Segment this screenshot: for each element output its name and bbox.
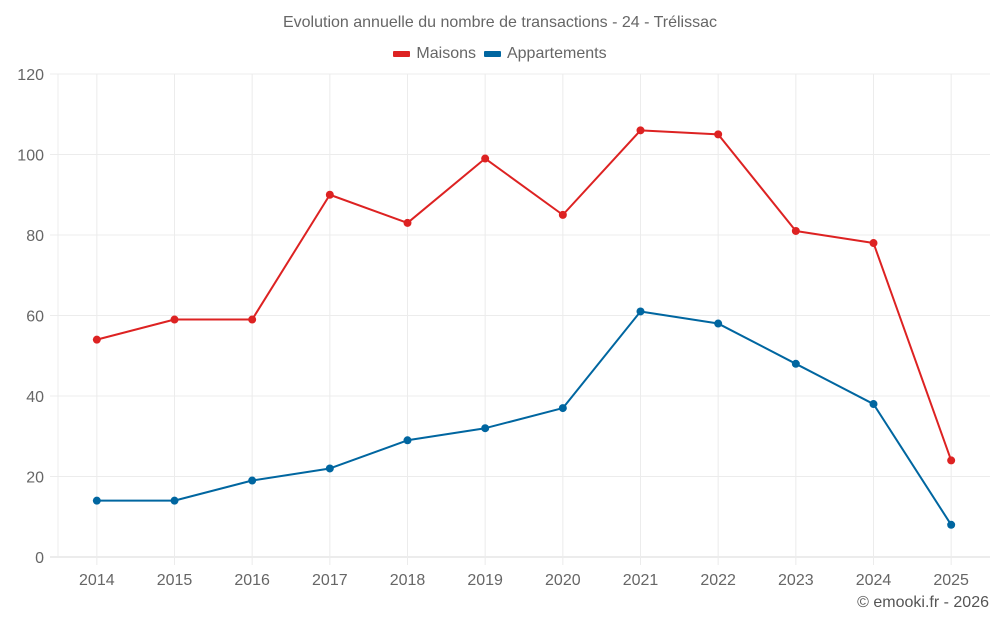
y-tick-label: 100 — [17, 148, 44, 165]
credit-text: © emooki.fr - 2026 — [857, 594, 989, 611]
legend-label-maisons: Maisons — [416, 45, 476, 62]
data-point-maisons — [325, 190, 334, 199]
y-tick-label: 120 — [17, 67, 44, 84]
x-tick-label: 2016 — [234, 572, 270, 589]
data-point-maisons — [170, 315, 179, 324]
x-tick-label: 2023 — [778, 572, 814, 589]
data-point-appartements — [248, 476, 257, 485]
data-point-appartements — [403, 436, 412, 445]
data-point-maisons — [558, 210, 567, 219]
x-tick-label: 2017 — [312, 572, 348, 589]
data-point-maisons — [403, 218, 412, 227]
y-tick-label: 40 — [26, 389, 44, 406]
data-point-maisons — [92, 335, 101, 344]
data-point-maisons — [636, 126, 645, 135]
data-point-maisons — [481, 154, 490, 163]
legend-swatch-maisons — [393, 51, 411, 57]
data-point-appartements — [92, 496, 101, 505]
legend-label-appartements: Appartements — [506, 45, 607, 62]
x-tick-label: 2020 — [545, 572, 581, 589]
chart-title: Evolution annuelle du nombre de transact… — [282, 14, 717, 31]
data-point-appartements — [791, 359, 800, 368]
x-tick-label: 2024 — [856, 572, 892, 589]
x-tick-label: 2025 — [933, 572, 969, 589]
x-tick-label: 2014 — [79, 572, 115, 589]
x-tick-label: 2021 — [623, 572, 659, 589]
x-tick-label: 2019 — [467, 572, 503, 589]
legend-item-maisons[interactable]: Maisons — [393, 45, 476, 63]
data-point-appartements — [636, 307, 645, 316]
data-point-appartements — [869, 400, 878, 409]
data-point-maisons — [791, 226, 800, 235]
data-point-maisons — [869, 239, 878, 248]
x-tick-label: 2018 — [390, 572, 426, 589]
series-line-maisons — [96, 129, 953, 461]
data-point-appartements — [558, 404, 567, 413]
data-point-maisons — [947, 456, 956, 465]
x-tick-label: 2022 — [700, 572, 736, 589]
data-point-appartements — [481, 424, 490, 433]
legend-swatch-appartements — [483, 51, 501, 57]
data-point-appartements — [325, 464, 334, 473]
legend-item-appartements[interactable]: Appartements — [483, 45, 607, 63]
y-tick-label: 20 — [26, 470, 44, 487]
y-tick-label: 0 — [35, 550, 44, 567]
data-point-appartements — [947, 520, 956, 529]
data-point-appartements — [170, 496, 179, 505]
y-tick-label: 80 — [26, 228, 44, 245]
y-tick-label: 60 — [26, 309, 44, 326]
legend: Maisons Appartements — [0, 45, 1000, 63]
data-point-maisons — [248, 315, 257, 324]
x-tick-label: 2015 — [157, 572, 193, 589]
series-line-appartements — [96, 310, 953, 526]
data-point-appartements — [714, 319, 723, 328]
data-point-maisons — [714, 130, 723, 139]
